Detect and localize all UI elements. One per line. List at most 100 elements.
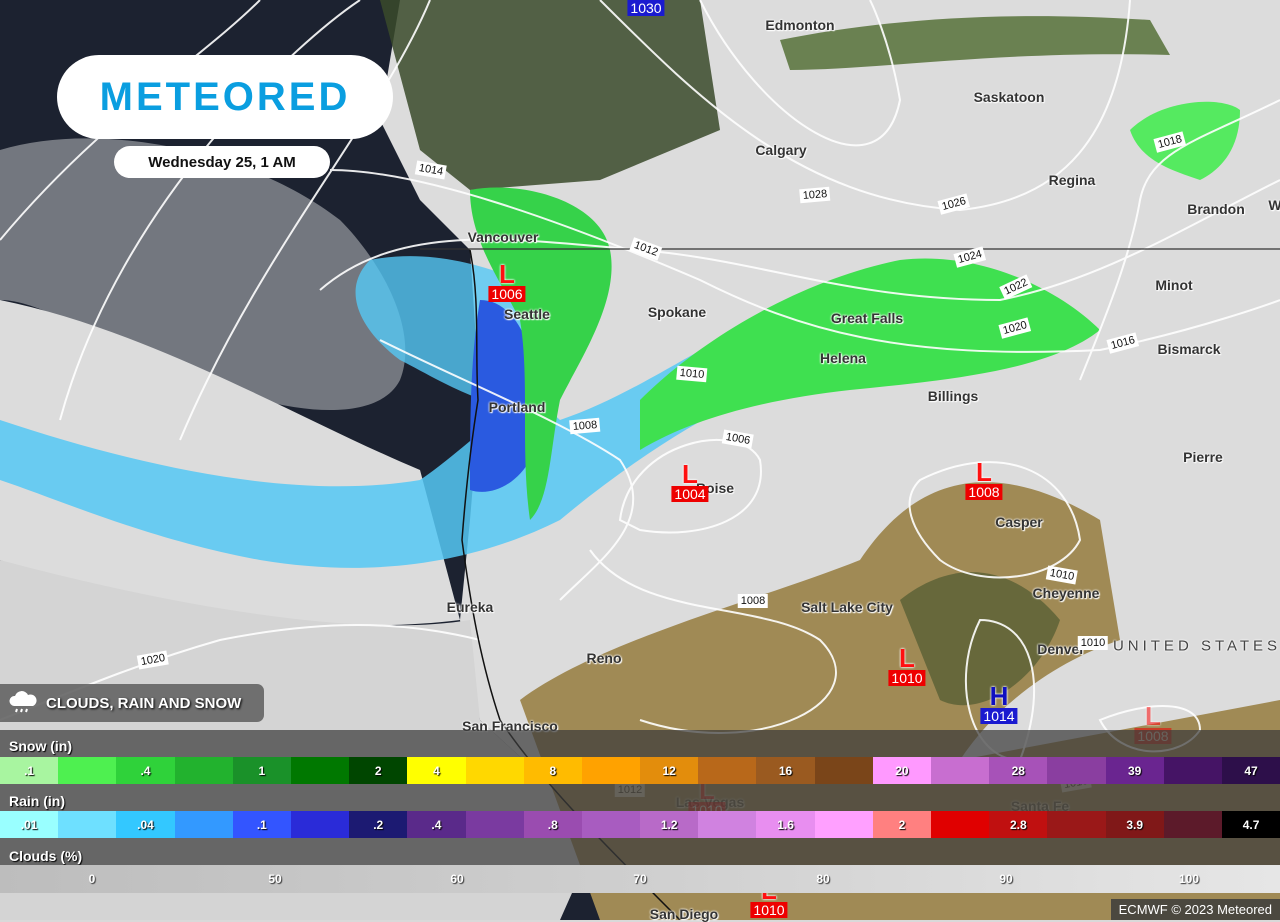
- snow-scale-step: .1: [0, 757, 59, 784]
- clouds-scale-tick: 80: [816, 872, 830, 886]
- pressure-letter: L: [499, 259, 515, 289]
- pressure-letter: L: [682, 459, 698, 489]
- city-label: Edmonton: [765, 17, 835, 33]
- city-label: Spokane: [647, 304, 707, 320]
- rain-scale-step: [698, 811, 757, 838]
- rain-scale: .01 .04 .1 .2.4 .8 1.2 1.6 2 2.8 3.9 4.7: [0, 811, 1280, 838]
- clouds-scale-tick: 100: [1178, 872, 1200, 886]
- rain-scale-step: 2: [872, 811, 931, 838]
- city-label: Great Falls: [830, 310, 904, 326]
- pressure-value: 1010: [888, 670, 926, 686]
- snow-scale-step: .4: [116, 757, 175, 784]
- rain-legend-title: Rain (in): [9, 793, 65, 809]
- city-label: Bismarck: [1157, 341, 1221, 357]
- snow-scale-step: 28: [989, 757, 1048, 784]
- snow-scale-step: [290, 757, 350, 784]
- rain-scale-step: [290, 811, 350, 838]
- rain-scale-step: .01: [0, 811, 59, 838]
- rain-scale-step: 1.6: [756, 811, 815, 838]
- clouds-legend-title: Clouds (%): [9, 848, 83, 864]
- pressure-value: 1014: [980, 708, 1018, 724]
- rain-scale-step: 1.2: [640, 811, 699, 838]
- city-label: Vancouver: [467, 229, 539, 245]
- rain-scale-step: [1047, 811, 1106, 838]
- city-label: Reno: [586, 650, 622, 666]
- snow-scale-step: [814, 757, 873, 784]
- snow-scale-step: [1047, 757, 1106, 784]
- pressure-letter: H: [989, 681, 1009, 711]
- rain-scale-step: .4: [407, 811, 466, 838]
- meteored-logo[interactable]: METEORED: [57, 55, 393, 139]
- forest: [780, 16, 1170, 71]
- rain-scale-step: .1: [232, 811, 291, 838]
- city-label: Denver: [1037, 641, 1085, 657]
- rain-scale-step: .2: [349, 811, 408, 838]
- clouds-scale-tick: 0: [88, 872, 96, 886]
- low-pressure-center: L 1004: [671, 459, 709, 504]
- snow-area: [470, 187, 612, 520]
- city-label: Eureka: [446, 599, 494, 615]
- rain-scale-step: 4.7: [1221, 811, 1280, 838]
- rain-scale-step: 2.8: [989, 811, 1048, 838]
- snow-scale-step: [698, 757, 757, 784]
- pressure-value: 1004: [671, 486, 709, 502]
- rain-scale-step: .04: [116, 811, 175, 838]
- high-pressure-center: H 1014: [980, 681, 1018, 726]
- isobar-label: 1010: [676, 365, 708, 383]
- snow-scale: .1.4 1 2 4 8 12 16 20 28 39 47: [0, 757, 1280, 784]
- rain-scale-step: [174, 811, 233, 838]
- cloud-band: [0, 138, 406, 410]
- city-label: Portland: [488, 399, 546, 415]
- pressure-letter: L: [899, 643, 915, 673]
- city-label: Billings: [927, 388, 979, 404]
- snow-scale-step: [931, 757, 990, 784]
- legend: Snow (in) .1.4 1 2 4 8 12 16 20 28 39 47 Rain (in)…: [0, 730, 1280, 893]
- city-label: Helena: [820, 350, 866, 366]
- city-label: Brandon: [1187, 201, 1245, 217]
- isobar-label: 1008: [569, 417, 601, 435]
- pressure-value: 1006: [488, 286, 526, 302]
- snow-scale-step: [58, 757, 117, 784]
- credit: ECMWF © 2023 Meteored: [1110, 899, 1280, 920]
- isobars: [0, 0, 1280, 762]
- city-label: W: [1268, 197, 1280, 213]
- clouds-scale-tick: 50: [268, 872, 282, 886]
- city-label: Calgary: [755, 142, 807, 158]
- rain-scale-step: 3.9: [1105, 811, 1164, 838]
- snow-scale-step: 12: [640, 757, 699, 784]
- clouds-scale-tick: 70: [633, 872, 647, 886]
- city-label: Cheyenne: [1032, 585, 1100, 601]
- low-pressure-center: L 1006: [488, 259, 526, 304]
- snow-scale-step: [1163, 757, 1222, 784]
- snow-legend-title: Snow (in): [9, 738, 72, 754]
- snow-scale-step: 20: [872, 757, 931, 784]
- rain-scale-step: .8: [523, 811, 582, 838]
- pressure-letter: L: [976, 457, 992, 487]
- isobar-label: 1028: [799, 186, 831, 204]
- layer-selector[interactable]: CLOUDS, RAIN AND SNOW: [0, 684, 264, 722]
- snow-scale-step: 47: [1221, 757, 1280, 784]
- rain-scale-step: [1163, 811, 1222, 838]
- forecast-date: Wednesday 25, 1 AM: [114, 146, 330, 178]
- pressure-value: 1030: [627, 0, 665, 16]
- logo-text: METEORED: [99, 74, 351, 119]
- rain-scale-step: [931, 811, 990, 838]
- city-label: Salt Lake City: [801, 599, 893, 615]
- city-label: Regina: [1048, 172, 1096, 188]
- terrain-forest: [900, 572, 1060, 706]
- rain-scale-step: [465, 811, 524, 838]
- rain-area: [0, 340, 740, 568]
- snow-area: [640, 258, 1100, 450]
- country-label: UNITED STATES: [1112, 637, 1280, 655]
- rain-scale-step: [58, 811, 117, 838]
- snow-scale-step: 4: [407, 757, 466, 784]
- city-label: Saskatoon: [973, 89, 1045, 105]
- layer-label: CLOUDS, RAIN AND SNOW: [46, 694, 242, 712]
- isobar-label: 1010: [1077, 636, 1109, 650]
- clouds-scale-tick: 90: [999, 872, 1013, 886]
- clouds-scale-tick: 60: [450, 872, 464, 886]
- pressure-value: 1008: [965, 484, 1003, 500]
- rain-scale-step: [581, 811, 641, 838]
